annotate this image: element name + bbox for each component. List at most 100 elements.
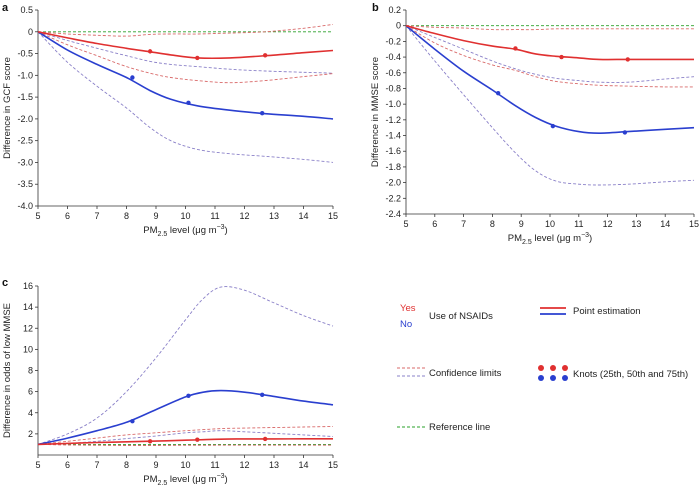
y-tick-label: -1.6 — [385, 146, 401, 156]
knot-yes — [513, 46, 518, 51]
x-tick-label: 13 — [269, 211, 279, 221]
series-no-lower-line — [37, 31, 334, 163]
legend-reference-label: Reference line — [429, 422, 490, 433]
x-tick-label: 5 — [35, 211, 40, 221]
knot-no — [260, 111, 265, 116]
y-tick-label: -1.0 — [17, 70, 33, 80]
x-tick-label: 9 — [519, 219, 524, 229]
knot-no — [130, 419, 135, 424]
y-tick-label: 0 — [28, 27, 33, 37]
x-tick-label: 5 — [403, 219, 408, 229]
x-tick-label: 6 — [432, 219, 437, 229]
series-yes-point-line — [405, 24, 694, 61]
panel-b: b 0.2 0 -0.2 -0.4 -0.6 -0.8 -1.0 -1.2 -1.4 -1.6 -1.… — [370, 2, 699, 246]
legend-knot-no-3 — [562, 375, 568, 381]
series-yes-point-line — [37, 437, 333, 446]
series-no-lower-line — [37, 430, 334, 445]
series-no-point-line — [37, 389, 334, 446]
legend-no-label: No — [400, 319, 412, 330]
legend-knots-label: Knots (25th, 50th and 75th) — [573, 369, 688, 380]
x-tick-label: 8 — [124, 460, 129, 470]
x-tick-label: 14 — [660, 219, 670, 229]
y-tick-label: -1.5 — [17, 92, 33, 102]
panel-a: a 0.5 0 -0.5 -1.0 -1.5 -2.0 -2.5 -3.0 -3.5 -4.05 6 7… — [2, 2, 338, 238]
knot-no — [260, 392, 265, 397]
y-tick-label: -0.4 — [385, 52, 401, 62]
y-tick-label: 0.5 — [20, 5, 33, 15]
series-no-upper-line — [405, 25, 695, 83]
y-tick-label: -0.8 — [385, 83, 401, 93]
legend-yes-label: Yes — [400, 303, 416, 314]
series-yes-lower-line — [37, 443, 333, 446]
legend: Yes No Use of NSAIDs Point estimation Co… — [397, 303, 688, 433]
y-tick-label: -2.5 — [17, 136, 33, 146]
y-tick-label: 6 — [28, 387, 33, 397]
knot-yes — [262, 53, 268, 58]
y-tick-label: -2.0 — [385, 178, 401, 188]
x-tick-label: 13 — [269, 460, 279, 470]
series-no-point-line — [37, 31, 334, 120]
knot-yes — [147, 439, 153, 444]
legend-knot-no-2 — [550, 375, 556, 381]
y-tick-label: -2.4 — [385, 209, 401, 219]
x-tick-label: 10 — [545, 219, 555, 229]
series-yes-lower-line — [405, 25, 695, 88]
legend-knot-no-1 — [538, 375, 544, 381]
x-tick-label: 12 — [239, 460, 249, 470]
y-tick-label: 4 — [28, 408, 33, 418]
y-tick-label: -1.4 — [385, 131, 401, 141]
x-axis-label: PM2.5 level (μg m−3) — [143, 473, 227, 487]
series-yes-upper-line — [37, 23, 334, 37]
y-tick-label: 10 — [23, 344, 33, 354]
x-tick-label: 5 — [35, 460, 40, 470]
x-tick-label: 11 — [210, 211, 219, 221]
series-yes-point-line — [37, 31, 334, 60]
knot-yes — [195, 437, 200, 442]
legend-knot-yes-2 — [550, 365, 556, 371]
x-tick-label: 15 — [328, 211, 338, 221]
y-tick-label: -1.8 — [385, 162, 401, 172]
y-axis-label: Difference in MMSE score — [370, 57, 381, 167]
y-tick-label: -0.2 — [385, 36, 401, 46]
y-tick-label: -4.0 — [17, 201, 33, 211]
series-yes-lower-line — [37, 31, 334, 84]
y-tick-label: -0.6 — [385, 68, 401, 78]
series-no-upper-line — [37, 31, 334, 74]
legend-knot-yes-1 — [538, 365, 544, 371]
y-axis-label: Difference in odds of low MMSE — [2, 303, 13, 438]
knot-no — [186, 393, 191, 399]
panel-label: b — [372, 2, 379, 14]
series-no-upper-line — [37, 286, 334, 445]
x-tick-label: 13 — [631, 219, 641, 229]
knot-yes — [195, 55, 200, 61]
legend-nsaid-label: Use of NSAIDs — [429, 311, 493, 322]
series-yes-upper-line — [405, 25, 694, 31]
x-tick-label: 12 — [603, 219, 613, 229]
x-tick-label: 10 — [180, 211, 190, 221]
y-tick-label: 14 — [23, 302, 33, 312]
y-axis-label: Difference in GCF score — [2, 57, 13, 159]
x-tick-label: 14 — [298, 460, 308, 470]
x-tick-label: 14 — [298, 211, 308, 221]
x-tick-label: 6 — [65, 460, 70, 470]
series-yes-upper-line — [37, 426, 334, 445]
x-tick-label: 15 — [328, 460, 338, 470]
panel-label: a — [2, 2, 9, 14]
series-no-point-line — [405, 25, 695, 135]
y-tick-label: -1.2 — [385, 115, 401, 125]
knot-no — [622, 130, 628, 135]
x-tick-label: 15 — [689, 219, 699, 229]
x-tick-label: 12 — [239, 211, 249, 221]
y-tick-label: -2.2 — [385, 193, 401, 203]
knot-yes — [147, 49, 153, 54]
knot-yes — [625, 57, 630, 62]
x-tick-label: 11 — [574, 219, 583, 229]
y-tick-label: -2.0 — [17, 114, 33, 124]
x-tick-label: 7 — [94, 211, 99, 221]
series-no-lower-line — [405, 25, 695, 186]
y-tick-label: -3.5 — [17, 179, 33, 189]
x-axis-label: PM2.5 level (μg m−3) — [143, 224, 227, 238]
x-tick-label: 9 — [153, 211, 158, 221]
y-tick-label: -1.0 — [385, 99, 401, 109]
